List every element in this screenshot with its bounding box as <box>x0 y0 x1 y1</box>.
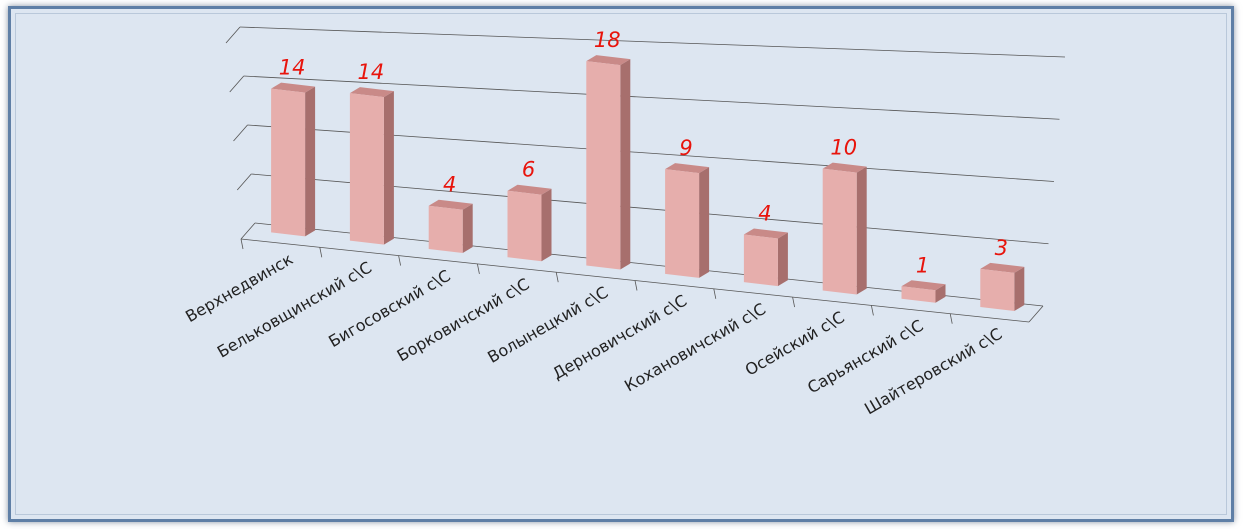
data-label: 3 <box>995 236 1008 260</box>
bar-top <box>980 262 1025 273</box>
bar-front <box>349 93 384 245</box>
bar <box>507 184 552 262</box>
category-tick <box>713 288 717 299</box>
floor-left-edge <box>240 222 256 240</box>
bar-front <box>507 190 542 262</box>
bar-top <box>822 162 867 173</box>
gridline <box>239 26 1066 58</box>
bar <box>743 228 788 287</box>
bar <box>665 163 710 278</box>
bar-side <box>935 284 946 303</box>
bar <box>901 280 946 303</box>
bar-top <box>349 87 394 98</box>
bar-side <box>856 166 867 295</box>
bar-top <box>507 184 552 195</box>
bar <box>271 82 316 237</box>
category-tick <box>398 255 401 266</box>
bar-side <box>383 91 394 245</box>
chart-frame-inner <box>15 13 1227 515</box>
bars <box>271 55 1025 312</box>
category-tick <box>555 272 559 283</box>
gridline-left-tick <box>225 26 241 44</box>
category-tick <box>240 238 244 250</box>
bar-chart: 14 14 4 6 18 9 4 10 1 3 ВерхнедвинскБельковщински… <box>182 26 1066 418</box>
gridline-left-tick <box>233 124 248 142</box>
data-label: 14 <box>358 60 385 84</box>
gridline-left-tick <box>229 75 245 93</box>
bar <box>428 199 473 253</box>
bar-front <box>901 286 936 303</box>
gridline <box>243 75 1060 120</box>
bar-top <box>743 228 788 239</box>
bar-side <box>462 203 473 253</box>
category-tick <box>871 305 874 316</box>
bar <box>349 87 394 245</box>
category-tick <box>949 313 953 324</box>
category-tick <box>477 263 480 274</box>
bar-top <box>586 55 631 66</box>
bar <box>822 162 867 295</box>
bar-side <box>305 86 316 237</box>
data-label: 14 <box>279 56 306 80</box>
bar-front <box>665 169 700 278</box>
bar-top <box>428 199 473 210</box>
bar-side <box>1014 266 1025 312</box>
bar-top <box>901 280 946 291</box>
data-label: 6 <box>522 158 535 182</box>
floor-right-edge <box>1028 305 1044 323</box>
bar-top <box>271 82 316 93</box>
data-label: 10 <box>830 136 857 160</box>
chart-frame: 14 14 4 6 18 9 4 10 1 3 Верхнедвинск Бельковщински… <box>8 6 1234 522</box>
bar-front <box>822 168 857 295</box>
bar-front <box>271 88 306 237</box>
gridline-left-tick <box>236 173 252 191</box>
bar-front <box>428 205 463 253</box>
category-label: Бельковщинский с\С <box>214 258 375 362</box>
data-label: 4 <box>443 173 456 197</box>
bar-top <box>665 163 710 174</box>
bar-front <box>980 268 1015 312</box>
category-tick <box>792 297 795 308</box>
bar-side <box>541 188 552 262</box>
bar-front <box>586 61 621 270</box>
data-label: 1 <box>916 253 929 277</box>
bar <box>980 262 1025 312</box>
bar-side <box>699 167 710 278</box>
data-label: 4 <box>758 202 771 226</box>
data-labels: 14 14 4 6 18 9 4 10 1 3 <box>279 28 1008 277</box>
bar <box>586 55 631 270</box>
bar-side <box>620 59 631 270</box>
bar-side <box>777 232 788 287</box>
data-label: 18 <box>594 28 621 52</box>
category-tick <box>319 247 323 258</box>
data-label: 9 <box>679 136 692 160</box>
category-tick <box>634 280 638 291</box>
bar-front <box>743 234 778 287</box>
